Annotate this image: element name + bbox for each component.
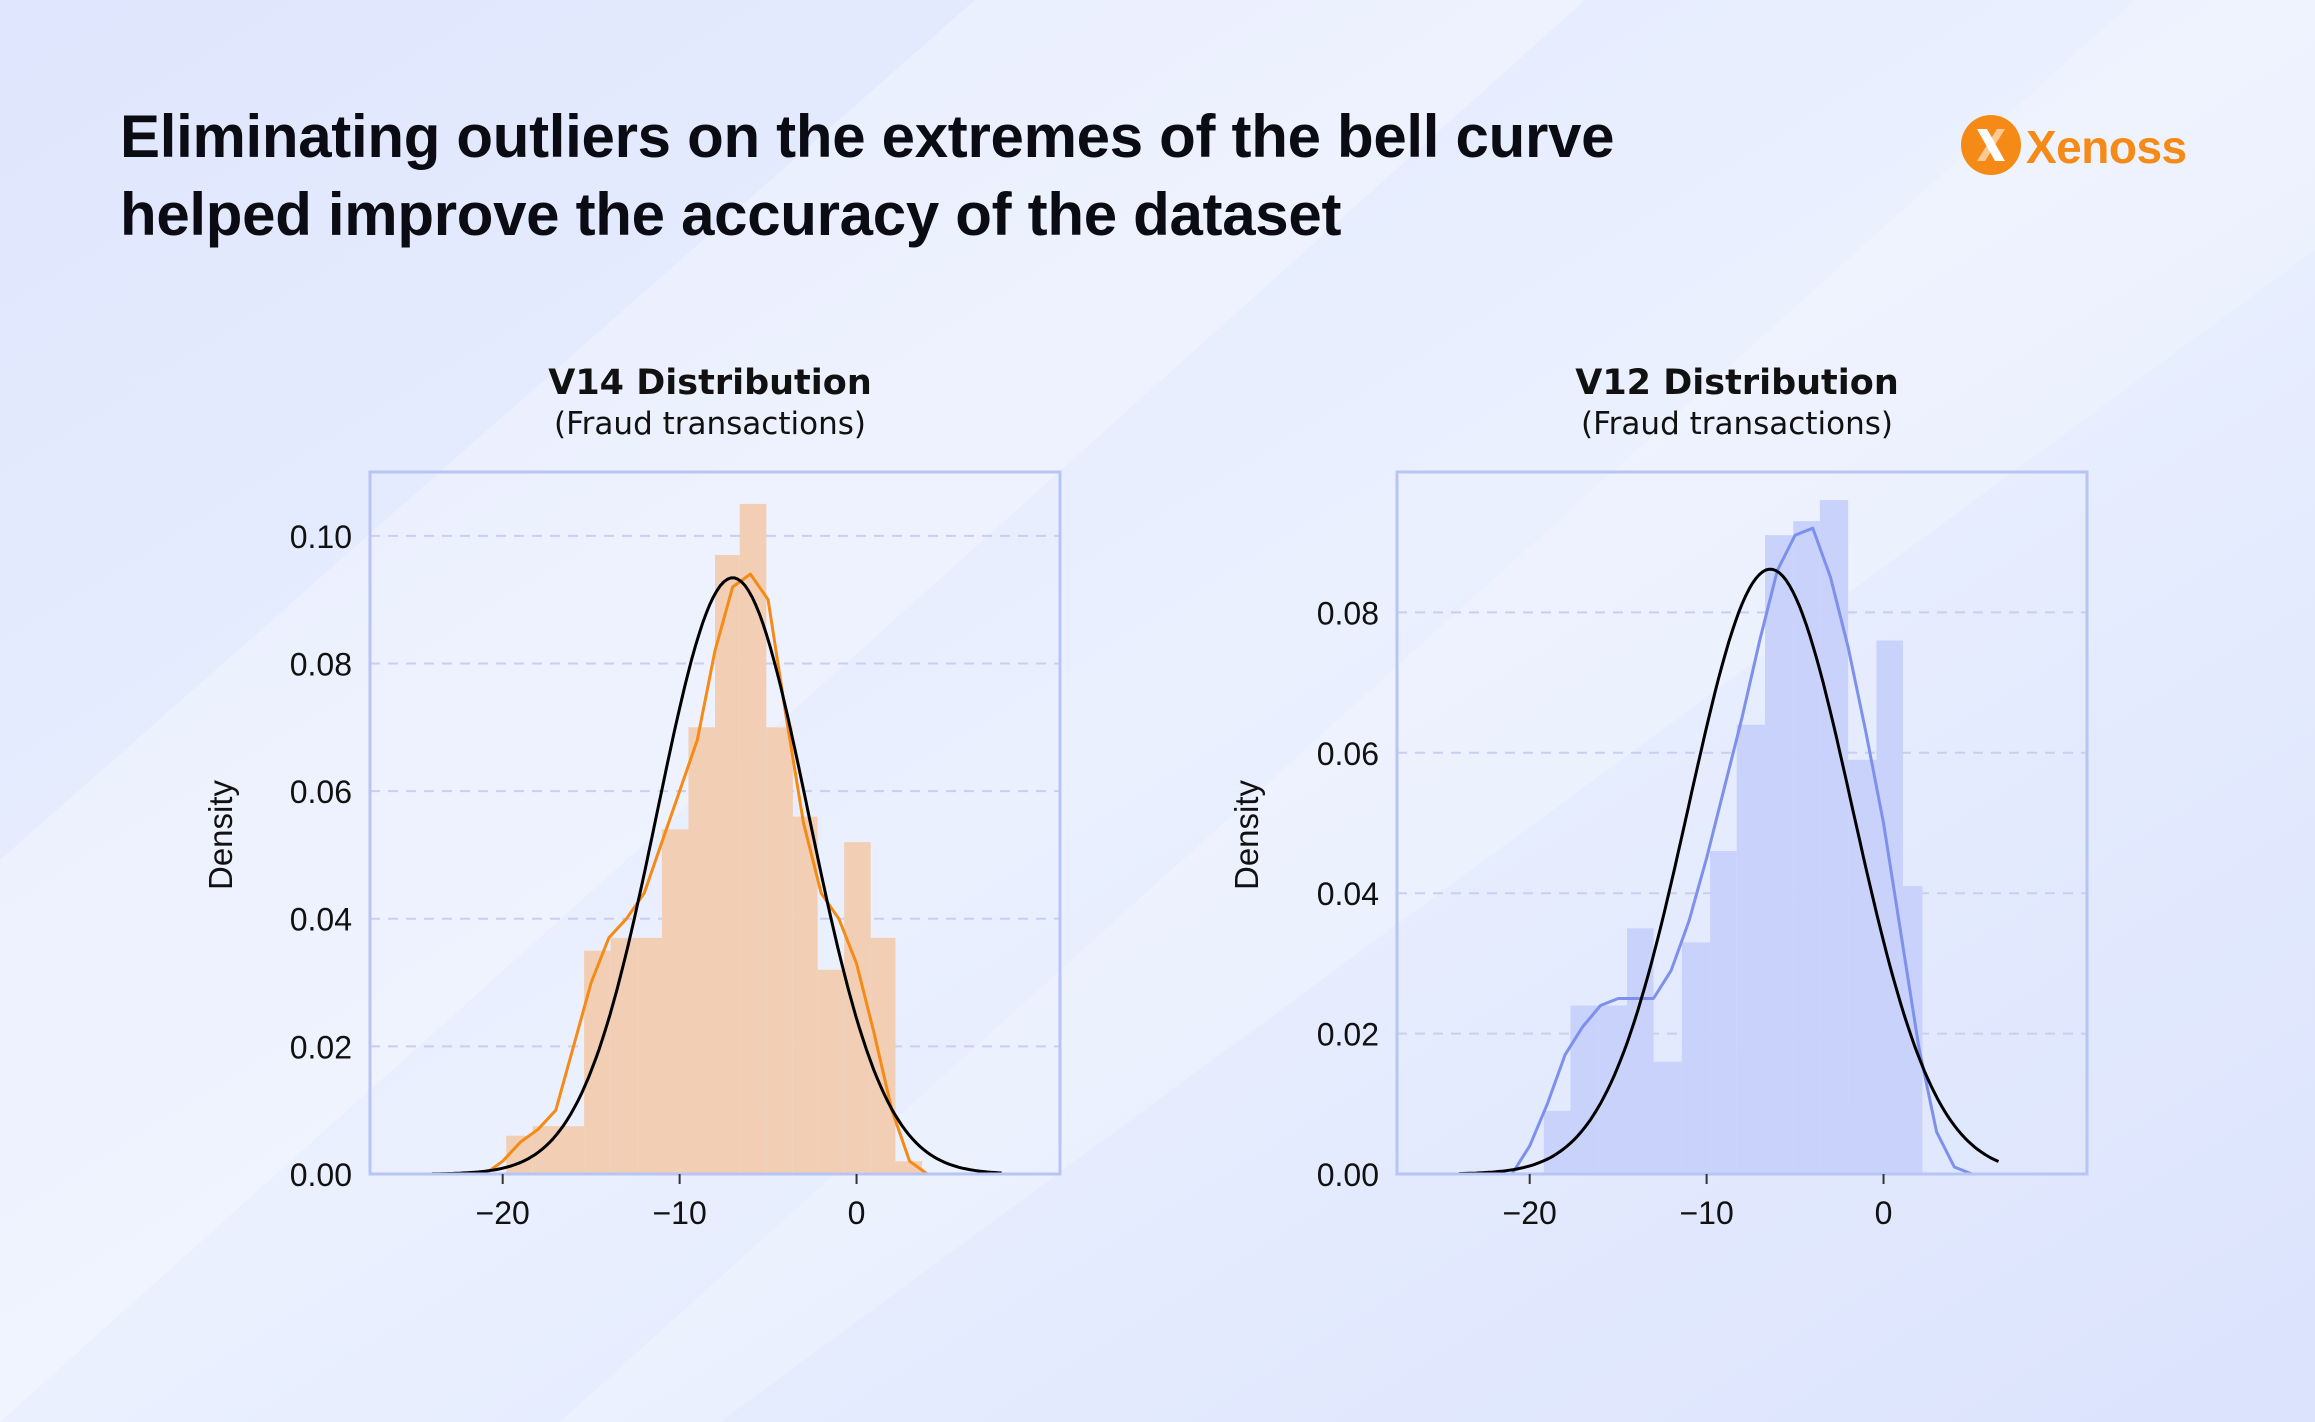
brand-logo: Xenoss xyxy=(1960,112,2200,182)
chart-1-heading: V14 Distribution (Fraud transactions) xyxy=(510,362,910,444)
kde-curve xyxy=(1510,526,2017,1176)
histogram-bar xyxy=(1793,521,1820,1174)
histogram-bar xyxy=(1819,500,1849,1175)
y-tick-label: 0.06 xyxy=(1317,736,1379,772)
y-tick-label: 0.04 xyxy=(290,902,352,938)
y-tick-label: 0.00 xyxy=(290,1157,352,1193)
histogram-bar xyxy=(637,937,662,1174)
histogram-bar xyxy=(739,503,767,1175)
histogram-bar xyxy=(1710,851,1737,1174)
histogram-bar xyxy=(715,554,740,1174)
chart-1-subtitle: (Fraud transactions) xyxy=(554,406,866,442)
brand-name: Xenoss xyxy=(2026,121,2187,173)
xenoss-logo-icon xyxy=(1961,115,2021,175)
histogram-bar xyxy=(870,937,896,1174)
y-tick-label: 0.02 xyxy=(1317,1017,1379,1053)
y-tick-label: 0.06 xyxy=(290,774,352,810)
histogram-bar xyxy=(792,816,818,1174)
histogram-bar xyxy=(532,1126,558,1174)
headline-line-1: Eliminating outliers on the extremes of … xyxy=(120,103,1615,170)
chart-2-subtitle: (Fraud transactions) xyxy=(1581,406,1893,442)
histogram-bar xyxy=(1903,886,1923,1174)
y-axis-label: Density xyxy=(202,779,239,890)
headline-line-2: helped improve the accuracy of the datas… xyxy=(120,181,1342,248)
y-tick-label: 0.10 xyxy=(290,519,352,555)
y-tick-label: 0.08 xyxy=(1317,595,1379,631)
kde-curve xyxy=(484,572,929,1176)
normal-fit-curve xyxy=(1458,567,2000,1176)
histogram-bar xyxy=(610,937,638,1174)
histogram-bar xyxy=(661,829,689,1174)
histogram-bar xyxy=(817,969,845,1174)
histogram-bar xyxy=(1681,942,1711,1174)
histogram-bar xyxy=(1736,724,1765,1174)
histogram-bar xyxy=(1543,1110,1571,1174)
histogram-bar xyxy=(1848,759,1877,1174)
page-headline: Eliminating outliers on the extremes of … xyxy=(120,98,1770,254)
chart-2-heading: V12 Distribution (Fraud transactions) xyxy=(1537,362,1937,444)
chart-1-title: V14 Distribution xyxy=(548,363,872,403)
x-tick-label: −20 xyxy=(476,1195,530,1231)
histogram-bar xyxy=(1598,1005,1627,1174)
histogram-bar xyxy=(557,1126,585,1174)
x-tick-label: 0 xyxy=(848,1195,866,1231)
y-axis-label: Density xyxy=(1228,779,1265,890)
histogram-bar xyxy=(1876,640,1903,1174)
y-tick-label: 0.04 xyxy=(1317,876,1379,912)
plot-frame xyxy=(368,470,1062,1176)
x-tick-label: −20 xyxy=(1503,1195,1557,1231)
histogram-bar xyxy=(1765,535,1794,1174)
histogram-bar xyxy=(766,727,793,1174)
chart-2-title: V12 Distribution xyxy=(1575,363,1899,403)
y-tick-label: 0.02 xyxy=(290,1029,352,1065)
y-tick-label: 0.00 xyxy=(1317,1157,1379,1193)
x-tick-label: −10 xyxy=(1679,1195,1733,1231)
histogram-bar xyxy=(688,727,715,1174)
y-tick-label: 0.08 xyxy=(290,646,352,682)
x-tick-label: −10 xyxy=(652,1195,706,1231)
normal-fit-curve xyxy=(431,576,1002,1176)
histogram-bar xyxy=(1653,1061,1682,1174)
plot-frame xyxy=(1395,470,2089,1176)
x-tick-label: 0 xyxy=(1875,1195,1893,1231)
histogram-bar xyxy=(1570,1005,1599,1174)
